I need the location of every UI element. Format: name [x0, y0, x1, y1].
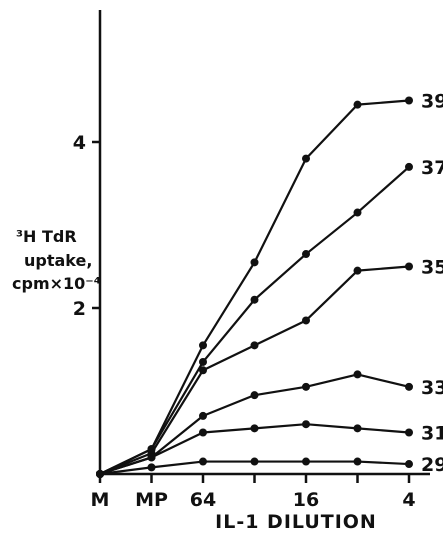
series-31-point-5: [353, 424, 362, 433]
series-29-point-5: [353, 457, 362, 466]
x-tick-label-4: 16: [293, 489, 319, 511]
series-29-point-2: [199, 457, 207, 466]
series-35-point-6: [405, 262, 413, 271]
series-35-point-2: [199, 366, 207, 375]
series-39-point-4: [302, 154, 310, 163]
y-ticks: 24: [73, 132, 100, 320]
series-37-point-6: [405, 162, 413, 171]
series-29-point-0: [96, 470, 104, 478]
series-label-33: 33: [421, 377, 443, 399]
series-37-point-3: [250, 295, 259, 304]
y-axis-label: ³H TdR uptake, cpm×10⁻⁴: [12, 227, 101, 293]
series-31-point-4: [302, 420, 310, 429]
series-37-point-4: [302, 250, 310, 259]
x-ticks: M MP 64 16 4: [91, 474, 416, 511]
y-tick-label-0: 2: [73, 298, 86, 320]
series-line-39: [99, 99, 410, 475]
series-31-point-3: [250, 424, 259, 433]
series-label-35: 35: [421, 257, 443, 279]
series-label-31: 31: [421, 423, 443, 445]
y-tick-label-1: 4: [73, 132, 86, 154]
y-axis-label-line-3: cpm×10⁻⁴: [12, 274, 101, 293]
y-axis-label-line-2: uptake,: [24, 251, 92, 270]
series-29-point-6: [405, 460, 413, 469]
series-31-point-2: [199, 428, 207, 437]
series-37-point-2: [199, 357, 207, 366]
series-39-point-3: [250, 258, 259, 267]
series-29-point-4: [302, 457, 310, 466]
series-35-point-3: [250, 341, 259, 350]
series-33-point-4: [302, 382, 310, 391]
series-31-point-6: [405, 428, 413, 437]
x-axis-label: IL-1 DILUTION: [215, 511, 377, 533]
axes: [98, 10, 430, 476]
series-label-29: 29: [421, 454, 443, 476]
series-31-point-1: [147, 453, 156, 462]
series-33-point-3: [250, 391, 259, 400]
x-tick-label-2: 64: [190, 489, 216, 511]
series-37-point-5: [353, 208, 362, 217]
series-33-point-6: [405, 382, 413, 391]
y-axis-label-line-1: ³H TdR: [16, 227, 77, 246]
series-39-point-2: [199, 341, 207, 350]
series-33-point-2: [199, 411, 207, 420]
series-group: 39 37 35 33 31 29: [96, 91, 443, 478]
series-label-37: 37: [421, 157, 443, 179]
series-29-point-3: [250, 457, 259, 466]
series-33-point-5: [353, 370, 362, 379]
series-35-point-5: [353, 266, 362, 275]
series-39-point-6: [405, 96, 413, 105]
series-35-point-4: [302, 316, 310, 325]
series-39-point-5: [353, 100, 362, 109]
x-tick-label-1: MP: [135, 489, 168, 511]
x-tick-label-0: M: [91, 489, 110, 511]
x-tick-label-6: 4: [402, 489, 415, 511]
series-29-point-1: [147, 463, 156, 472]
series-label-39: 39: [421, 91, 443, 113]
